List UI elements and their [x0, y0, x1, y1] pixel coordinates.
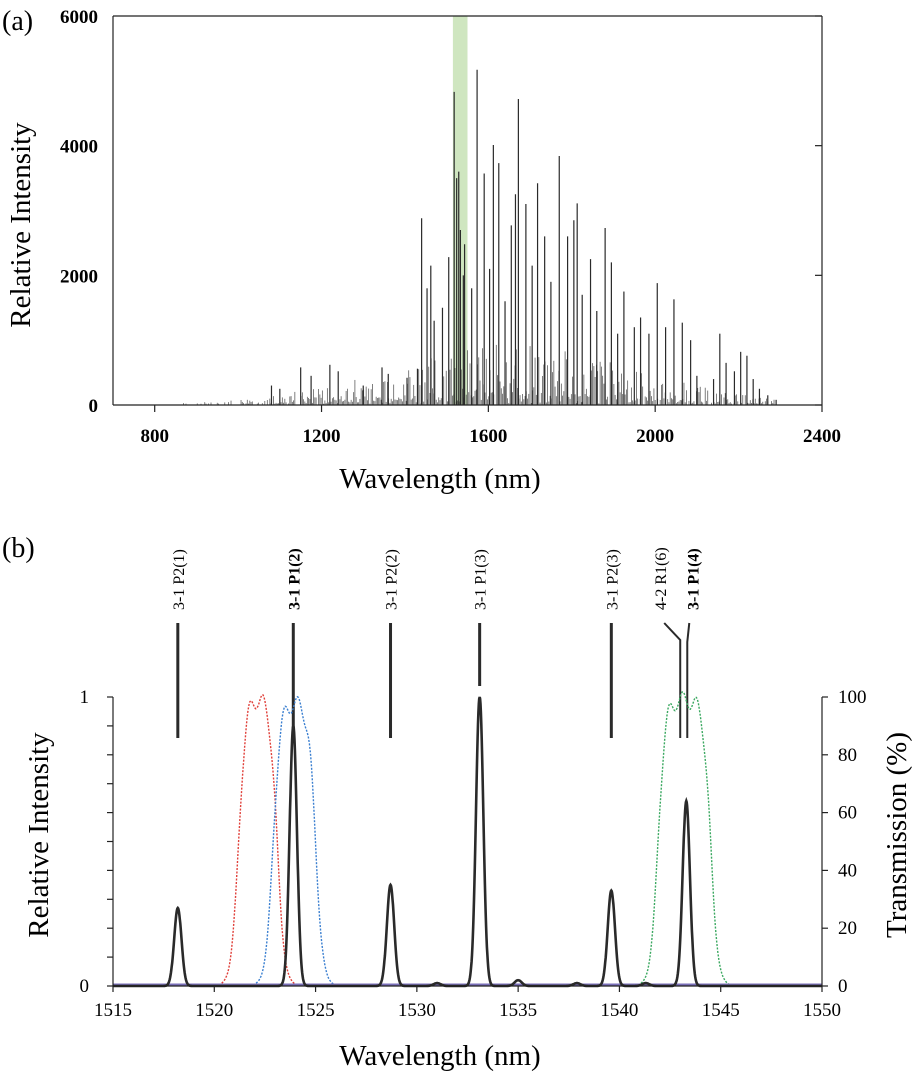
filter-curve-red: [208, 693, 308, 987]
line-marker-label: 3-1 P1(2): [286, 548, 303, 610]
line-marker-label: 3-1 P2(3): [604, 549, 621, 610]
b-y-ticks: 01: [80, 687, 113, 997]
x-tick-label: 2000: [636, 426, 674, 447]
x-tick-label: 1545: [702, 1000, 740, 1021]
y2-tick-label: 60: [838, 803, 857, 824]
y-tick-label: 4000: [60, 137, 98, 158]
spectrum-bars: [183, 69, 777, 405]
line-marker-label: 3-1 P1(4): [685, 548, 702, 610]
line-markers: 3-1 P2(1) 3-1 P1(2) 3-1 P2(2) 3-1 P1(3) 3-1 …: [171, 547, 702, 738]
y-tick-label: 0: [80, 976, 90, 997]
b-x-ticks: 1515 1520 1525 1530 1535 1540 1545 1550: [94, 986, 841, 1021]
panel-b-label: (b): [2, 533, 35, 564]
a-x-label: Wavelength (nm): [339, 463, 540, 495]
x-tick-label: 1200: [303, 426, 341, 447]
y2-tick-label: 80: [838, 745, 857, 766]
b-y2-label: Transmission (%): [881, 732, 913, 938]
line-marker-label: 4-2 R1(6): [653, 547, 670, 610]
y2-tick-label: 20: [838, 918, 857, 939]
x-tick-label: 1535: [499, 1000, 537, 1021]
x-tick-label: 1530: [398, 1000, 436, 1021]
x-tick-label: 800: [140, 426, 169, 447]
x-tick-label: 1520: [195, 1000, 233, 1021]
filter-curve-blue: [242, 695, 346, 987]
panel-a: (a) 800 1200 1600 2000 2400 0 2000 4000 6000 Wa…: [2, 6, 841, 495]
x-tick-label: 1600: [469, 426, 507, 447]
b-y2-ticks: 0 20 40 60 80 100: [822, 687, 867, 997]
panel-b: (b) 3-1 P2(1) 3-1 P1(2) 3-1 P2(2) 3-1 P1(3)…: [2, 533, 913, 1072]
x-tick-label: 1525: [297, 1000, 335, 1021]
x-tick-label: 2400: [803, 426, 841, 447]
y2-tick-label: 100: [838, 687, 867, 708]
x-tick-label: 1515: [94, 1000, 132, 1021]
panel-a-label: (a): [2, 6, 33, 37]
y-tick-label: 0: [89, 396, 99, 417]
line-marker-label: 3-1 P2(1): [171, 549, 188, 610]
a-y-ticks: 0 2000 4000 6000: [60, 7, 822, 417]
spectrum-trace: [113, 696, 822, 988]
line-marker-leader: [663, 622, 682, 738]
filter-curves: [208, 691, 741, 987]
a-y-label: Relative Intensity: [5, 122, 37, 328]
filter-curve-green: [627, 691, 741, 987]
line-marker-leader: [686, 622, 691, 738]
y-tick-label: 2000: [60, 266, 98, 287]
spectrum-peaks: [113, 696, 822, 988]
b-y-label: Relative Intensity: [23, 732, 55, 938]
y2-tick-label: 40: [838, 860, 857, 881]
y2-tick-label: 0: [838, 976, 848, 997]
y-tick-label: 6000: [60, 7, 98, 28]
x-tick-label: 1540: [600, 1000, 638, 1021]
b-x-label: Wavelength (nm): [339, 1040, 540, 1072]
line-marker-label: 3-1 P2(2): [384, 549, 401, 610]
line-marker-label: 3-1 P1(3): [473, 549, 490, 610]
x-tick-label: 1550: [803, 1000, 841, 1021]
a-x-ticks: 800 1200 1600 2000 2400: [140, 405, 841, 447]
y-tick-label: 1: [80, 687, 90, 708]
